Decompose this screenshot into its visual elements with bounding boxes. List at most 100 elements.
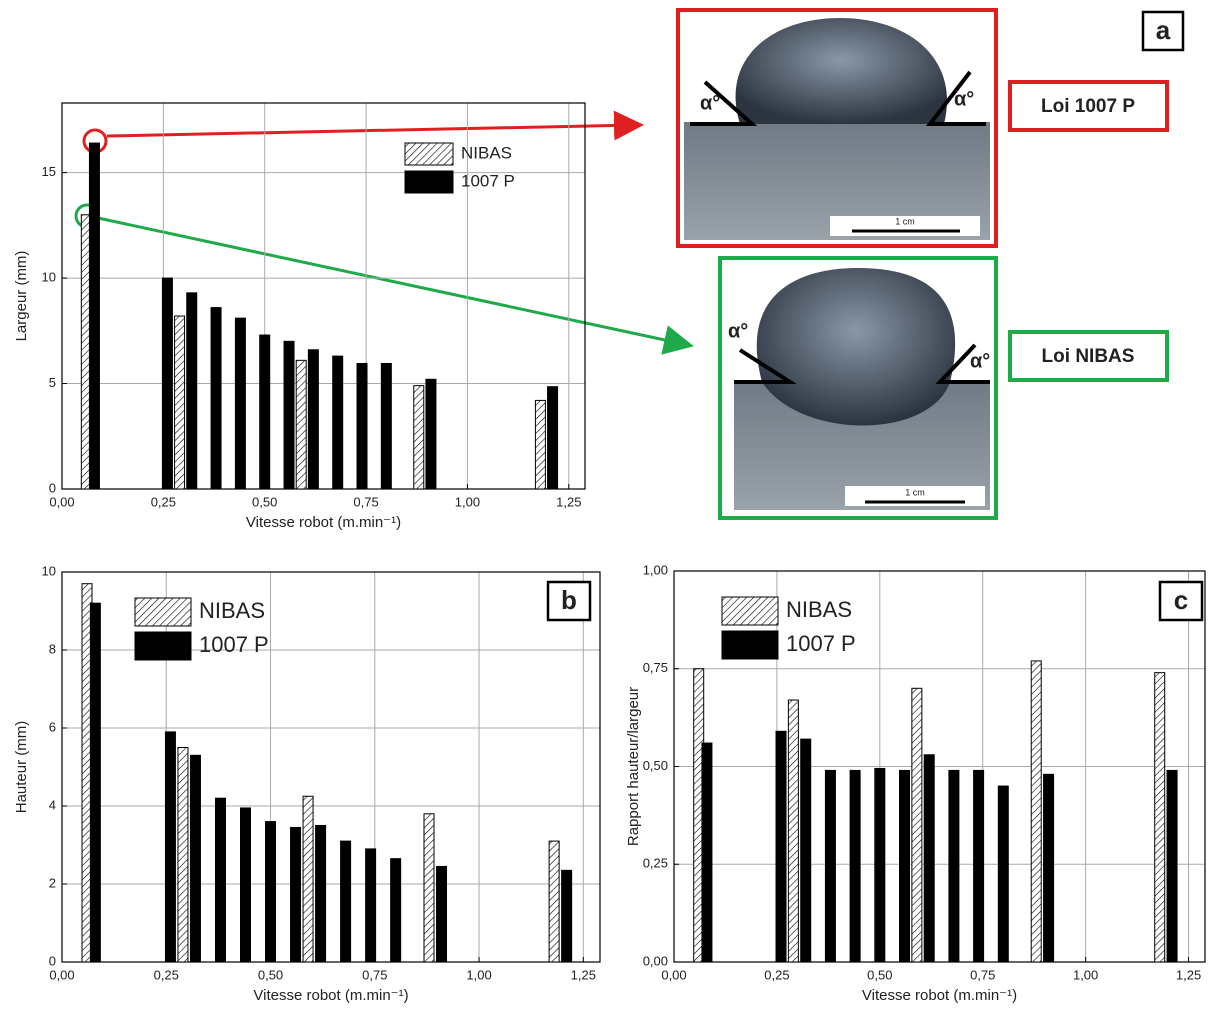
y-axis-label: Largeur (mm) [13,251,30,342]
micrograph-1007p: 1 cm α° α° [676,8,998,248]
bar [259,334,271,490]
y-tick-label: 0,75 [643,660,668,675]
y-tick-label: 5 [49,375,56,390]
y-tick-label: 8 [49,641,56,656]
legend-label: 1007 P [461,171,515,190]
x-tick-label: 1,25 [556,494,581,509]
x-tick-label: 0,75 [362,967,387,982]
x-tick-label: 0,50 [867,967,892,982]
legend-swatch [134,631,192,661]
panel-box [546,580,592,622]
bar [356,362,368,490]
bar [561,869,573,963]
bar [1030,660,1042,963]
bar [436,865,448,963]
bar [775,730,787,963]
chart: 0 5 10 15 0,00 0,25 0,50 0,75 1,00 1,25 Vitesse ro… [13,10,1185,531]
legend-label: NIBAS [461,143,512,162]
legend-swatch [721,596,779,626]
angle-label: α° [954,88,974,110]
plot-frame [61,102,586,490]
micrograph-label: Loi 1007 P [1041,96,1135,117]
bar [787,699,799,963]
y-axis-label: Rapport hauteur/largeur [625,687,642,846]
x-tick-label: 1,00 [1073,967,1098,982]
y-tick-label: 0,00 [643,953,668,968]
x-tick-label: 0,25 [154,967,179,982]
panel-box [1158,580,1204,622]
x-axis-label: Vitesse robot (m.min⁻¹) [862,987,1017,1004]
micrograph-label: Loi NIBAS [1042,346,1135,367]
bar [283,340,295,490]
y-tick-label: 0 [49,480,56,495]
bar [265,821,277,963]
bar [923,754,935,963]
bar [315,825,327,963]
bar [390,858,402,963]
bar [295,359,307,490]
angle-label: α° [970,350,990,372]
bar [164,731,176,963]
legend-label: NIBAS [786,597,852,622]
bar [425,378,437,490]
y-tick-label: 1,00 [643,562,668,577]
y-tick-label: 2 [49,875,56,890]
bar [973,769,985,963]
bar [413,385,425,490]
bar [1166,769,1178,963]
bar [899,769,911,963]
legend-label: 1007 P [786,631,856,656]
y-tick-label: 10 [42,270,56,285]
bar [874,767,886,963]
plot-frame [61,571,601,963]
y-tick-label: 10 [42,563,56,578]
bar [174,315,186,490]
bar [240,807,252,963]
bar [290,826,302,963]
chart: 0 2 4 6 8 10 0,00 0,25 0,50 0,75 1,00 1,25 Vitesse r… [13,563,601,1004]
legend-swatch [134,597,192,627]
angle-label: α° [728,320,748,342]
bar [177,747,189,963]
y-tick-label: 0 [49,953,56,968]
panel-box [1141,10,1185,52]
x-axis-label: Vitesse robot (m.min⁻¹) [246,514,401,531]
y-tick-label: 6 [49,719,56,734]
legend-label: 1007 P [199,632,269,657]
bar [849,769,861,963]
bar [1154,672,1166,963]
x-tick-label: 0,25 [151,494,176,509]
bar [234,317,246,490]
scale-label: 1 cm [905,487,925,497]
bar [911,687,923,963]
bar [948,769,960,963]
bar [534,399,546,490]
x-tick-label: 0,75 [970,967,995,982]
x-tick-label: 1,00 [455,494,480,509]
micrograph-nibas: 1 cm α° α° [718,256,998,520]
bar [800,738,812,963]
y-tick-label: 0,50 [643,758,668,773]
bar [1043,773,1055,963]
bar [340,840,352,963]
panel-label: c [1174,585,1188,615]
bar [997,785,1009,963]
bar [88,142,100,490]
bar [547,386,559,490]
x-tick-label: 0,00 [49,967,74,982]
chart: 0,00 0,25 0,50 0,75 1,00 0,00 0,25 0,50 0,75 1,00… [625,562,1206,1004]
plot-frame [673,570,1206,963]
legend-label: NIBAS [199,598,265,623]
x-tick-label: 0,25 [764,967,789,982]
panel-label: b [561,585,577,615]
x-tick-label: 1,25 [1176,967,1201,982]
bar [210,307,222,490]
x-tick-label: 0,50 [252,494,277,509]
bar [161,277,173,490]
bar [365,848,377,963]
bar [332,355,344,490]
y-tick-label: 0,25 [643,856,668,871]
bar [89,602,101,963]
scale-label: 1 cm [895,216,915,226]
